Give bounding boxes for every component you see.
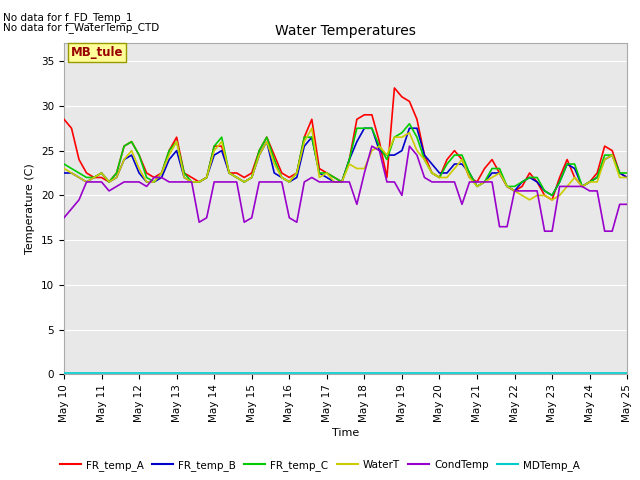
- Title: Water Temperatures: Water Temperatures: [275, 24, 416, 38]
- X-axis label: Time: Time: [332, 428, 359, 438]
- Text: No data for f_WaterTemp_CTD: No data for f_WaterTemp_CTD: [3, 22, 159, 33]
- Y-axis label: Temperature (C): Temperature (C): [26, 163, 35, 254]
- Text: MB_tule: MB_tule: [71, 46, 124, 59]
- Text: No data for f_FD_Temp_1: No data for f_FD_Temp_1: [3, 12, 132, 23]
- Legend: FR_temp_A, FR_temp_B, FR_temp_C, WaterT, CondTemp, MDTemp_A: FR_temp_A, FR_temp_B, FR_temp_C, WaterT,…: [56, 456, 584, 475]
